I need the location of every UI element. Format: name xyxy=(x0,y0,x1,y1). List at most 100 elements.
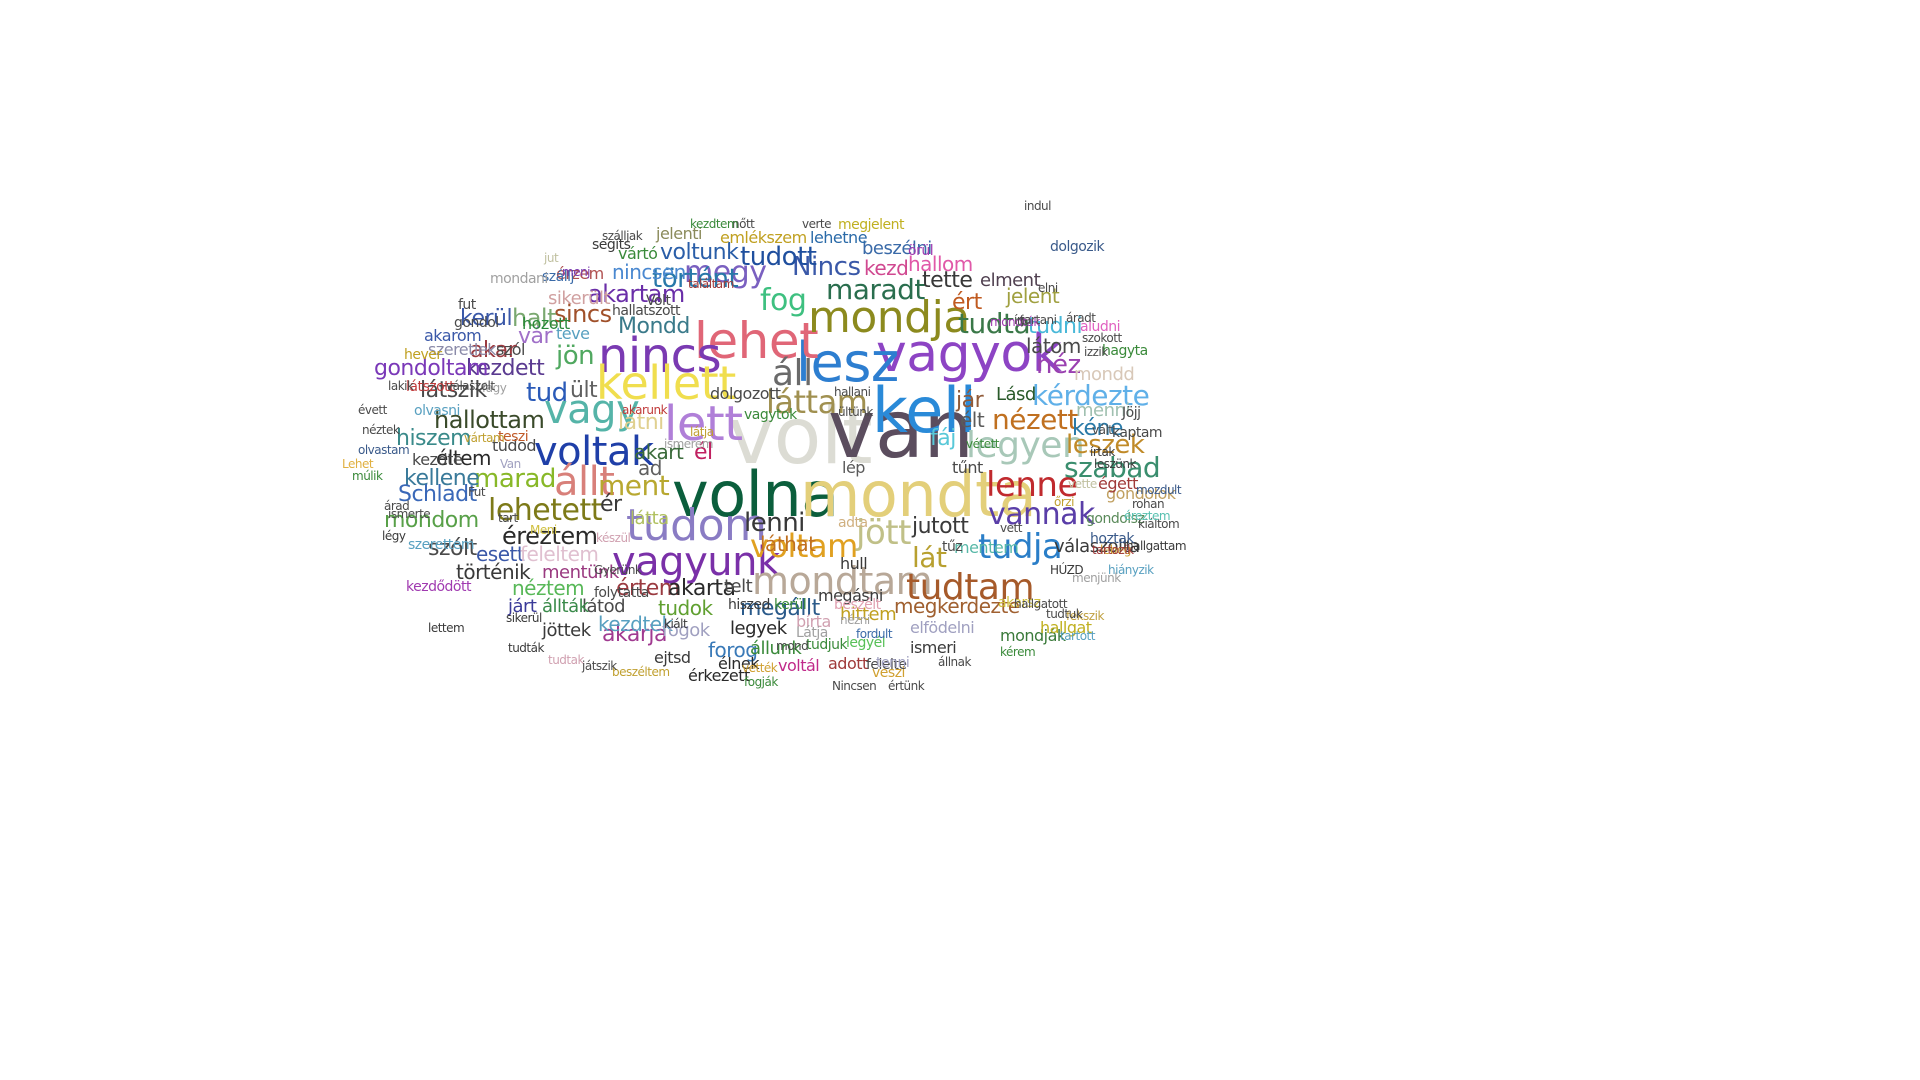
cloud-word: adta xyxy=(838,515,868,531)
cloud-word: olvastam xyxy=(358,443,410,457)
cloud-word: kezdett xyxy=(466,356,545,381)
cloud-word: megásni xyxy=(818,586,883,605)
cloud-word: olvasni xyxy=(414,403,460,419)
cloud-word: segíts xyxy=(592,237,631,253)
cloud-word: égett xyxy=(1098,474,1138,493)
cloud-word: láttam xyxy=(766,383,868,421)
cloud-word: akarsz xyxy=(998,595,1041,611)
cloud-word: hozott xyxy=(522,314,570,333)
cloud-word: mentünk xyxy=(542,562,619,583)
cloud-word: vették xyxy=(742,661,778,675)
cloud-word: lakik xyxy=(388,379,414,393)
cloud-word: mondani xyxy=(490,271,548,287)
cloud-word: hiszed xyxy=(728,597,770,613)
cloud-word: vette xyxy=(1068,477,1097,491)
cloud-word: akarunk xyxy=(622,403,668,417)
cloud-word: gondolsz xyxy=(1086,511,1145,527)
cloud-word: fog xyxy=(760,283,807,318)
cloud-word: lesz xyxy=(796,331,899,394)
cloud-word: megállt xyxy=(740,596,820,621)
cloud-word: tudott xyxy=(740,242,817,272)
cloud-word: kezdtek xyxy=(598,612,673,636)
cloud-word: állták xyxy=(542,596,589,617)
cloud-word: megjelent xyxy=(838,217,905,233)
cloud-word: voltunk xyxy=(660,240,739,265)
cloud-word: vár xyxy=(518,324,553,349)
cloud-word: Gyerünk xyxy=(594,563,642,577)
cloud-word: érzem xyxy=(556,264,604,283)
cloud-word: akar xyxy=(470,338,517,363)
cloud-word: tudtam xyxy=(906,567,1035,608)
cloud-word: értünk xyxy=(888,679,925,693)
cloud-word: vett xyxy=(1000,521,1022,535)
cloud-word: állunk xyxy=(750,638,802,659)
cloud-word: lép xyxy=(842,458,865,477)
cloud-word: elfödelni xyxy=(910,618,975,637)
cloud-word: tudta xyxy=(958,307,1031,340)
cloud-word: mondd xyxy=(1074,364,1135,385)
cloud-word: szállj xyxy=(542,269,574,285)
cloud-word: tartozik xyxy=(1092,543,1134,557)
cloud-word: menj xyxy=(562,265,591,279)
cloud-word: éreztem xyxy=(502,522,598,550)
cloud-word: mondták xyxy=(990,315,1040,329)
cloud-word: gondolok xyxy=(1106,484,1176,503)
cloud-word: maradt xyxy=(826,273,925,306)
cloud-word: tenni xyxy=(876,655,910,671)
cloud-word: gondol xyxy=(454,315,499,331)
cloud-word: hiszem xyxy=(396,426,472,451)
cloud-word: mond xyxy=(776,639,809,653)
cloud-word: megkérdezte xyxy=(894,594,1020,618)
cloud-word: lenni xyxy=(744,508,805,538)
cloud-word: beszélt xyxy=(834,597,881,613)
cloud-word: tudok xyxy=(658,596,713,620)
cloud-word: legyen xyxy=(966,425,1085,466)
cloud-word: állt xyxy=(554,459,615,505)
cloud-word: kérem xyxy=(1000,645,1036,659)
cloud-word: hiányzik xyxy=(1108,563,1154,577)
cloud-word: ért xyxy=(952,290,982,315)
cloud-word: hever xyxy=(404,347,442,363)
cloud-word: legyél xyxy=(846,635,886,651)
cloud-word: Meni xyxy=(530,523,557,537)
cloud-word: néztek xyxy=(362,423,400,437)
cloud-word: feleltem xyxy=(520,542,599,566)
cloud-word: megy xyxy=(684,255,767,290)
cloud-word: szálljak xyxy=(602,229,643,243)
cloud-word: sincs xyxy=(554,300,612,328)
cloud-word: bírta xyxy=(796,612,831,631)
cloud-word: kezd xyxy=(864,256,909,280)
cloud-word: Fut xyxy=(468,485,486,499)
cloud-word: lebeg xyxy=(1100,543,1131,557)
cloud-word: nézett xyxy=(992,403,1078,436)
cloud-word: láthat xyxy=(760,532,816,556)
cloud-word: látja xyxy=(690,425,714,439)
cloud-word: dolgozott xyxy=(710,384,781,403)
cloud-word: hallgat xyxy=(1040,618,1092,637)
cloud-word: kerül xyxy=(774,597,807,613)
cloud-word: vált xyxy=(1092,423,1113,437)
cloud-word: szól xyxy=(496,340,525,359)
cloud-word: Van xyxy=(500,457,521,471)
cloud-word: volna xyxy=(672,458,839,531)
cloud-word: jár xyxy=(956,388,984,413)
cloud-word: tűnt xyxy=(952,458,983,477)
cloud-word: hallgattam xyxy=(1126,539,1187,553)
cloud-word: verte xyxy=(802,217,832,231)
cloud-word: indul xyxy=(1024,199,1052,213)
cloud-word: forog xyxy=(708,638,758,662)
cloud-word: tartani xyxy=(1020,313,1057,327)
cloud-word: akartam xyxy=(588,280,685,308)
cloud-word: vagyunk xyxy=(612,539,780,585)
cloud-word: fogják xyxy=(744,675,778,689)
cloud-word: folytatta xyxy=(594,585,649,601)
cloud-word: vagy xyxy=(544,387,640,433)
cloud-word: voltál xyxy=(778,656,820,675)
cloud-word: nézni xyxy=(840,613,870,627)
cloud-word: vártam xyxy=(464,431,505,445)
cloud-word: jöttek xyxy=(542,620,591,641)
cloud-word: emlékszem xyxy=(720,228,807,247)
cloud-word: vártó xyxy=(618,244,658,263)
cloud-word: hallottam xyxy=(434,406,545,434)
